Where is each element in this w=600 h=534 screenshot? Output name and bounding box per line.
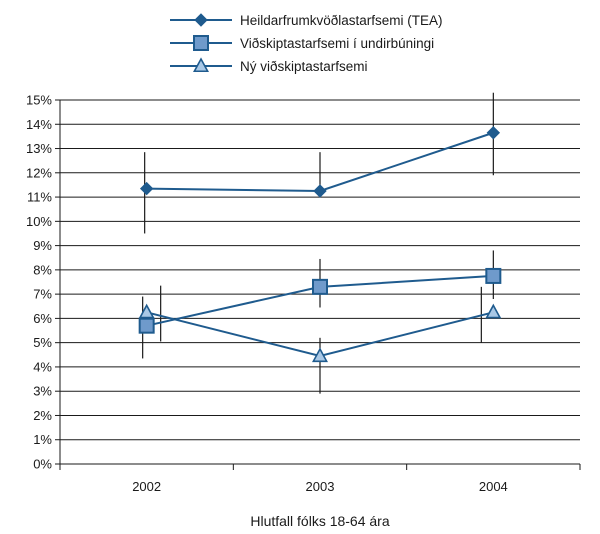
data-point-square [485,267,502,284]
y-tick-label: 15% [26,93,52,108]
y-tick-label: 7% [33,287,52,302]
y-tick-label: 14% [26,117,52,132]
data-point-diamond [313,184,327,198]
x-axis-title: Hlutfall fólks 18-64 ára [250,513,390,529]
data-point-diamond [486,126,501,140]
y-tick-label: 9% [33,238,52,253]
y-tick-label: 5% [33,335,52,350]
y-tick-label: 10% [26,214,52,229]
y-axis: 0% 1% 2% 3% 4% 5% 6% 7% 8% 9% 10% 11% 12% 13% 14% 15% [26,93,61,472]
data-point-square [138,317,155,334]
y-tick-label: 1% [33,432,52,447]
data-point-triangle [312,347,328,363]
x-tick-label: 2003 [306,479,335,494]
y-tick-label: 2% [33,408,52,423]
diamond-marker [194,13,208,27]
y-tick-label: 12% [26,165,52,180]
series-group [138,126,502,363]
data-point-triangle [485,303,502,319]
y-tick-label: 4% [33,359,52,374]
y-tick-label: 11% [27,190,52,205]
data-point-triangle [138,303,155,319]
triangle-marker [193,57,209,73]
x-axis: 2002 2003 2004 [59,464,581,494]
x-tick-label: 2002 [132,479,161,494]
legend-label: Heildarfrumkvöðlastarfsemi (TEA) [240,13,443,28]
y-tick-label: 3% [33,384,52,399]
legend-label: Ný viðskiptastarfsemi [240,59,368,74]
legend: Heildarfrumkvöðlastarfsemi (TEA) Viðskipt… [170,13,443,74]
y-tick-label: 13% [26,141,52,156]
square-marker [193,35,209,51]
y-tick-label: 8% [33,262,52,277]
data-point-square [312,278,328,295]
x-tick-label: 2004 [479,479,508,494]
legend-label: Viðskiptastarfsemi í undirbúningi [240,36,434,51]
y-tick-label: 0% [33,457,52,472]
data-point-diamond [139,181,154,196]
y-tick-label: 6% [33,311,52,326]
error-bars [142,92,494,394]
